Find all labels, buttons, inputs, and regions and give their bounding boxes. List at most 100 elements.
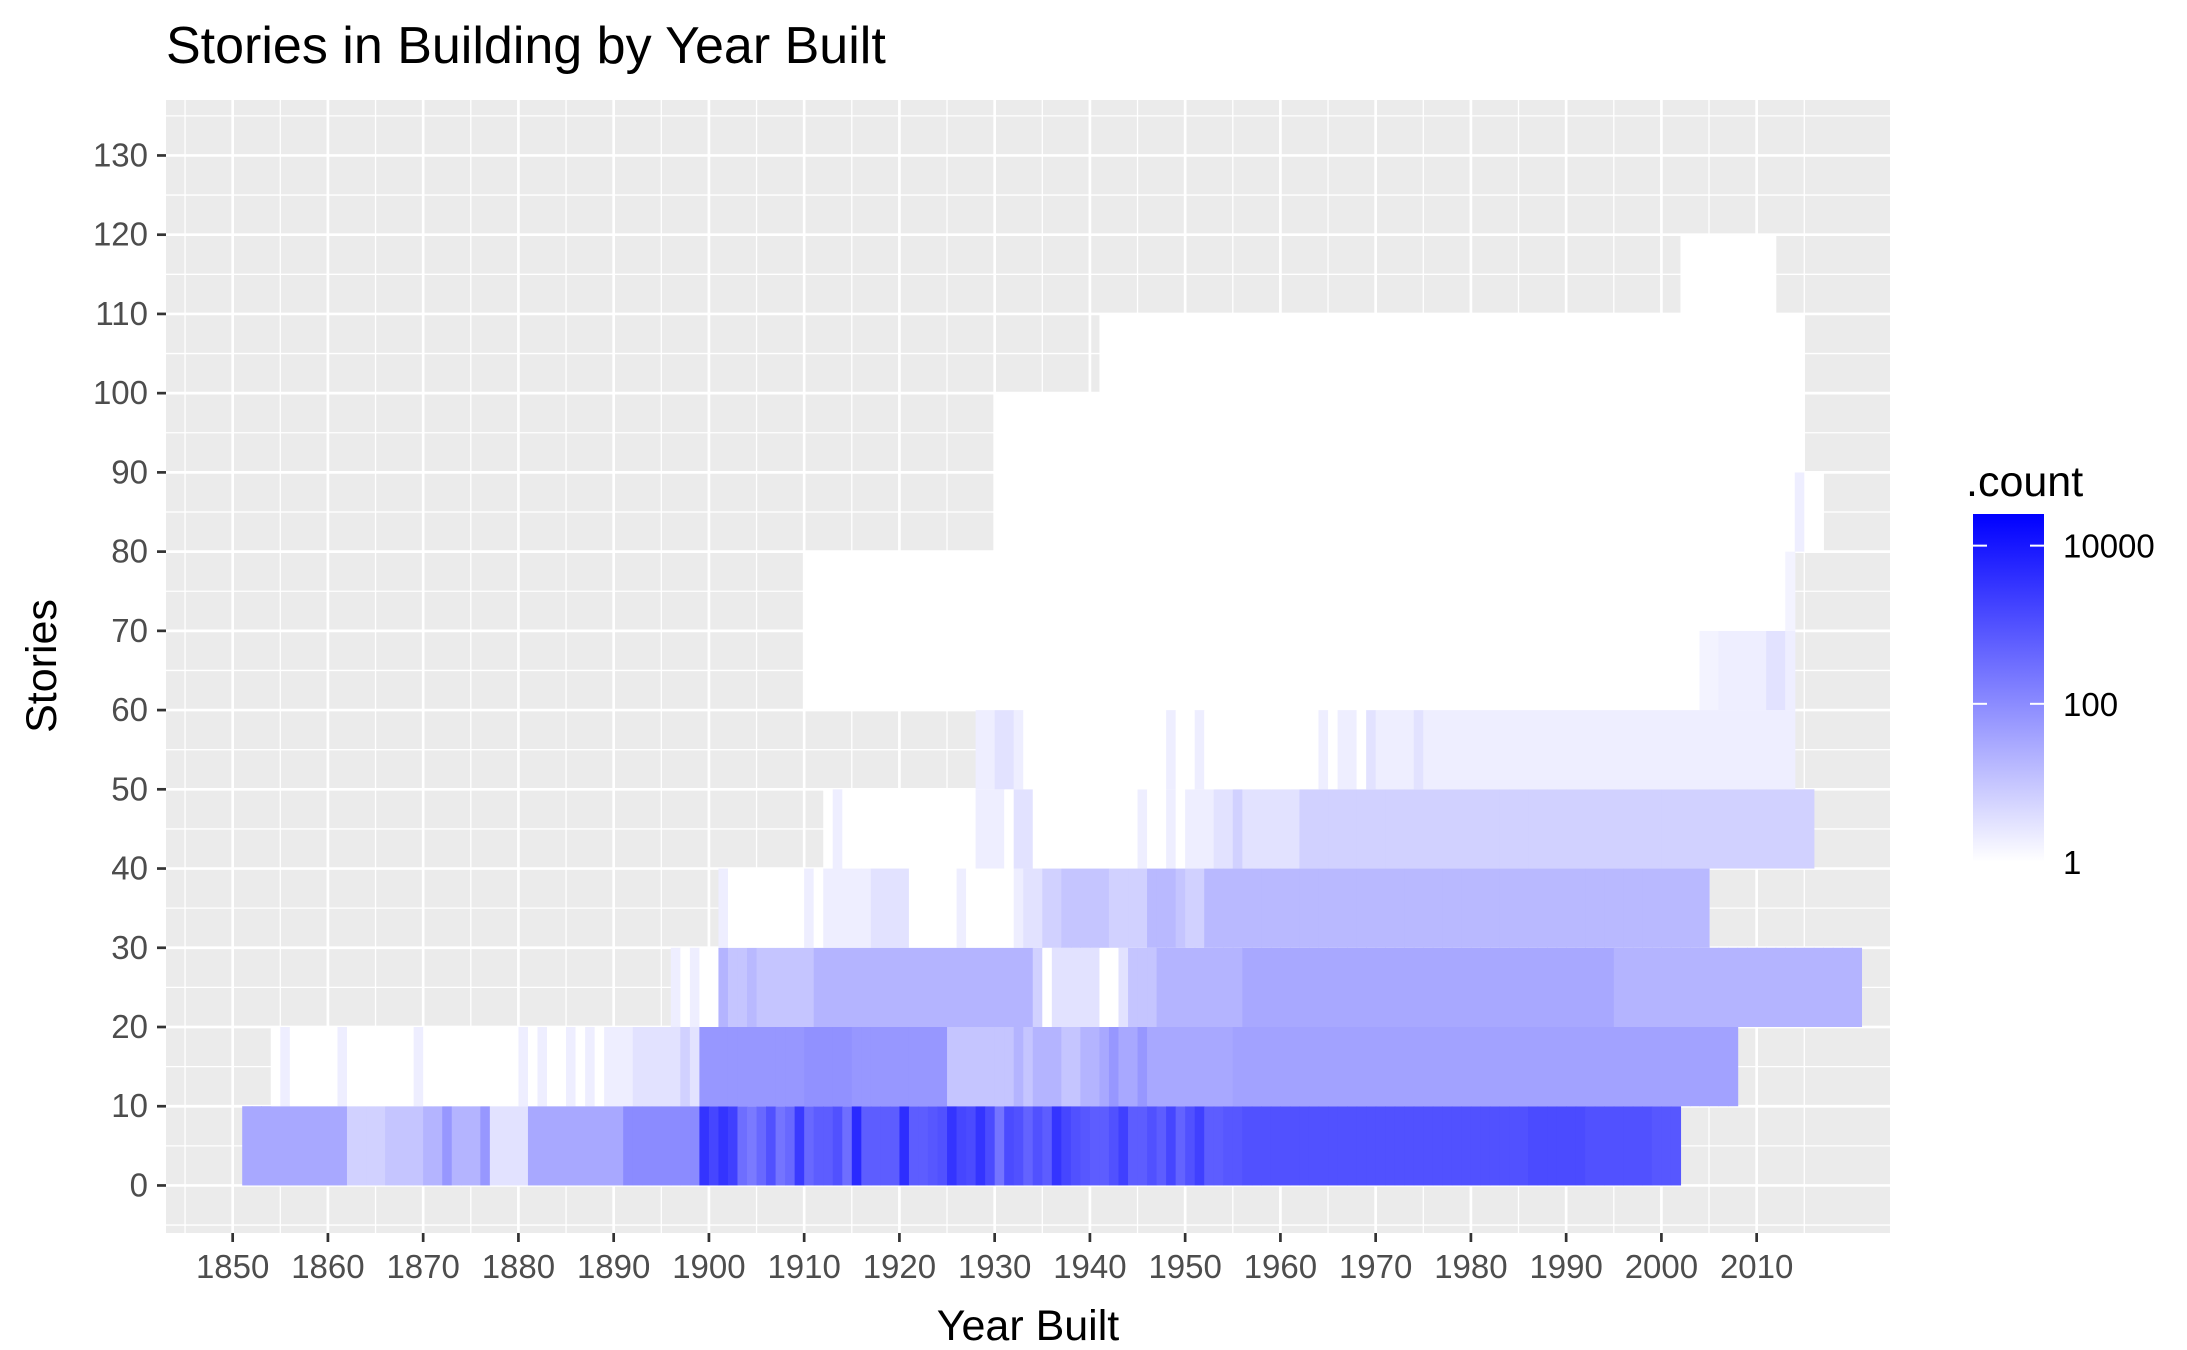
heatmap-tile	[1394, 472, 1405, 552]
heatmap-tile	[1004, 630, 1015, 711]
heatmap-tile	[1461, 1106, 1472, 1186]
heatmap-tile	[1480, 710, 1491, 790]
heatmap-tile	[1432, 1106, 1443, 1186]
x-tick-label: 1890	[577, 1248, 650, 1285]
heatmap-tile	[1661, 789, 1672, 869]
legend-color-bar	[1973, 514, 2044, 862]
heatmap-tile	[956, 789, 967, 869]
heatmap-tile	[1089, 393, 1101, 473]
heatmap-tile	[1232, 1106, 1243, 1186]
heatmap-tile	[1518, 710, 1529, 790]
heatmap-tile	[1623, 868, 1634, 948]
heatmap-tile	[1461, 710, 1472, 790]
heatmap-tile	[1642, 630, 1653, 711]
heatmap-tile	[1118, 313, 1129, 394]
heatmap-tile	[1251, 868, 1262, 948]
heatmap-tile	[1051, 868, 1062, 948]
heatmap-tile	[1394, 393, 1405, 473]
heatmap-tile	[937, 947, 948, 1027]
heatmap-tile	[1737, 313, 1748, 394]
heatmap-tile	[1270, 789, 1282, 869]
heatmap-tile	[242, 1106, 253, 1186]
heatmap-tile	[1299, 789, 1310, 869]
heatmap-tile	[1299, 472, 1310, 552]
heatmap-tile	[1470, 710, 1482, 790]
heatmap-tile	[1509, 313, 1520, 394]
heatmap-tile	[1166, 313, 1177, 394]
heatmap-tile	[1556, 789, 1567, 869]
heatmap-tile	[1613, 1027, 1624, 1107]
heatmap-tile	[1547, 1027, 1558, 1107]
heatmap-tile	[1604, 472, 1615, 552]
heatmap-tile	[1251, 789, 1262, 869]
heatmap-tile	[1737, 947, 1748, 1027]
heatmap-tile	[1204, 313, 1215, 394]
x-tick-label: 1990	[1529, 1248, 1602, 1285]
heatmap-tile	[1366, 947, 1377, 1027]
heatmap-tile	[1728, 313, 1739, 394]
heatmap-tile	[1566, 947, 1577, 1027]
heatmap-tile	[1061, 868, 1072, 948]
heatmap-tile	[880, 868, 891, 948]
heatmap-tile	[1213, 393, 1224, 473]
heatmap-tile	[1547, 393, 1558, 473]
heatmap-tile	[356, 1106, 367, 1186]
heatmap-tile	[1385, 868, 1396, 948]
heatmap-tile	[1670, 313, 1682, 394]
heatmap-tile	[1147, 313, 1158, 394]
heatmap-tile	[1213, 472, 1224, 552]
heatmap-tile	[1223, 1106, 1234, 1186]
heatmap-tile	[1575, 789, 1586, 869]
heatmap-tile	[1547, 789, 1558, 869]
heatmap-tile	[1470, 1027, 1482, 1107]
heatmap-tile	[1137, 1106, 1148, 1186]
heatmap-tile	[1651, 1106, 1663, 1186]
heatmap-tile	[861, 1106, 872, 1186]
heatmap-tile	[1213, 630, 1224, 711]
heatmap-tile	[927, 868, 939, 948]
heatmap-tile	[756, 868, 767, 948]
heatmap-tile	[1509, 1027, 1520, 1107]
heatmap-tile	[1070, 630, 1081, 711]
heatmap-tile	[747, 1027, 758, 1107]
heatmap-tile	[1185, 1106, 1196, 1186]
heatmap-tile	[423, 1027, 434, 1107]
heatmap-tile	[1356, 313, 1367, 394]
heatmap-tile	[585, 1027, 596, 1107]
heatmap-tile	[1670, 710, 1682, 790]
heatmap-tile	[1594, 868, 1605, 948]
heatmap-tile	[1489, 1027, 1501, 1107]
heatmap-tile	[766, 1106, 777, 1186]
heatmap-tile	[356, 1027, 367, 1107]
heatmap-tile	[1585, 551, 1596, 631]
heatmap-tile	[1575, 630, 1586, 711]
heatmap-tile	[1499, 947, 1510, 1027]
heatmap-tile	[575, 1027, 586, 1107]
heatmap-tile	[1308, 947, 1320, 1027]
heatmap-tile	[1308, 1106, 1320, 1186]
heatmap-tile	[1299, 393, 1310, 473]
heatmap-tile	[1718, 710, 1729, 790]
heatmap-tile	[1566, 710, 1577, 790]
heatmap-tile	[1585, 710, 1596, 790]
heatmap-tile	[1728, 630, 1739, 711]
heatmap-tile	[1061, 630, 1072, 711]
heatmap-tile	[1528, 630, 1539, 711]
heatmap-tile	[1689, 789, 1701, 869]
heatmap-tile	[327, 1027, 339, 1107]
heatmap-tile	[1318, 630, 1329, 711]
heatmap-tile	[1547, 710, 1558, 790]
heatmap-tile	[680, 1106, 691, 1186]
x-tick-label: 1880	[482, 1248, 555, 1285]
heatmap-tile	[1175, 313, 1186, 394]
heatmap-tile	[1623, 551, 1634, 631]
heatmap-tile	[1108, 947, 1120, 1027]
heatmap-tile	[908, 630, 920, 711]
heatmap-tile	[1070, 1106, 1081, 1186]
heatmap-tile	[1070, 868, 1081, 948]
heatmap-tile	[1451, 313, 1462, 394]
heatmap-tile	[1642, 789, 1653, 869]
heatmap-tile	[1318, 789, 1329, 869]
x-tick-label: 1950	[1148, 1248, 1221, 1285]
heatmap-tile	[1689, 868, 1701, 948]
